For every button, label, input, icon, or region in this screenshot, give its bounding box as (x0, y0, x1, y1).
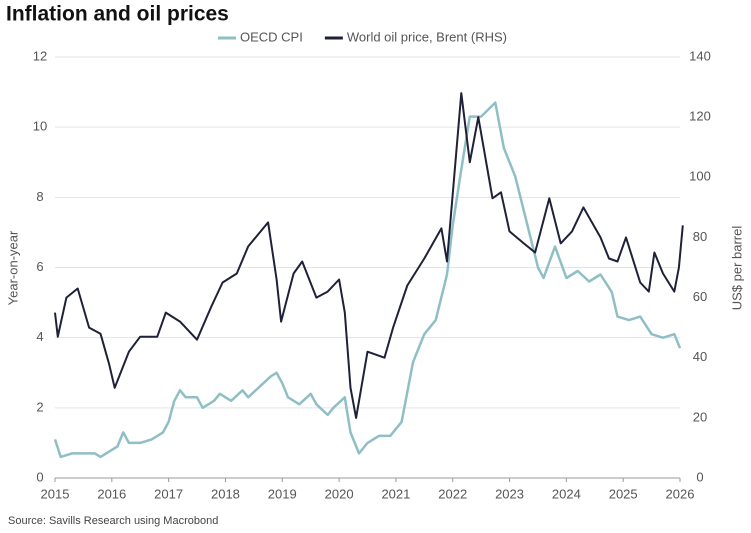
y2-tick-label: 40 (693, 349, 707, 364)
x-tick-label: 2023 (495, 486, 524, 501)
y2-tick-label: 120 (689, 109, 711, 124)
x-tick-label: 2015 (41, 486, 70, 501)
y-tick-label: 6 (36, 259, 43, 274)
legend-label: World oil price, Brent (RHS) (347, 29, 507, 44)
x-tick-label: 2018 (211, 486, 240, 501)
y-tick-label: 0 (36, 469, 43, 484)
x-tick-label: 2026 (666, 486, 695, 501)
y2-tick-label: 60 (693, 289, 707, 304)
y-tick-label: 4 (36, 329, 43, 344)
series-line (53, 101, 682, 459)
y-axis-label: Year-on-year (5, 230, 20, 305)
y2-tick-label: 0 (696, 469, 703, 484)
y-tick-label: 10 (33, 119, 47, 134)
chart-title: Inflation and oil prices (6, 3, 229, 26)
x-tick-label: 2016 (97, 486, 126, 501)
x-tick-label: 2025 (609, 486, 638, 501)
y2-tick-label: 100 (689, 169, 711, 184)
x-tick-label: 2020 (325, 486, 354, 501)
y-tick-label: 8 (36, 189, 43, 204)
y2-axis-label: US$ per barrel (729, 226, 744, 311)
x-tick-label: 2019 (268, 486, 297, 501)
x-tick-label: 2021 (381, 486, 410, 501)
source: Source: Savills Research using Macrobond (8, 515, 218, 527)
y-tick-label: 12 (33, 48, 47, 63)
y2-tick-label: 80 (693, 229, 707, 244)
y2-tick-label: 20 (693, 409, 707, 424)
x-tick-label: 2017 (154, 486, 183, 501)
x-tick-label: 2024 (552, 486, 581, 501)
y2-tick-label: 140 (689, 48, 711, 63)
legend-label: OECD CPI (240, 29, 303, 44)
y-tick-label: 2 (36, 399, 43, 414)
x-tick-label: 2022 (438, 486, 467, 501)
series-line (54, 92, 684, 419)
